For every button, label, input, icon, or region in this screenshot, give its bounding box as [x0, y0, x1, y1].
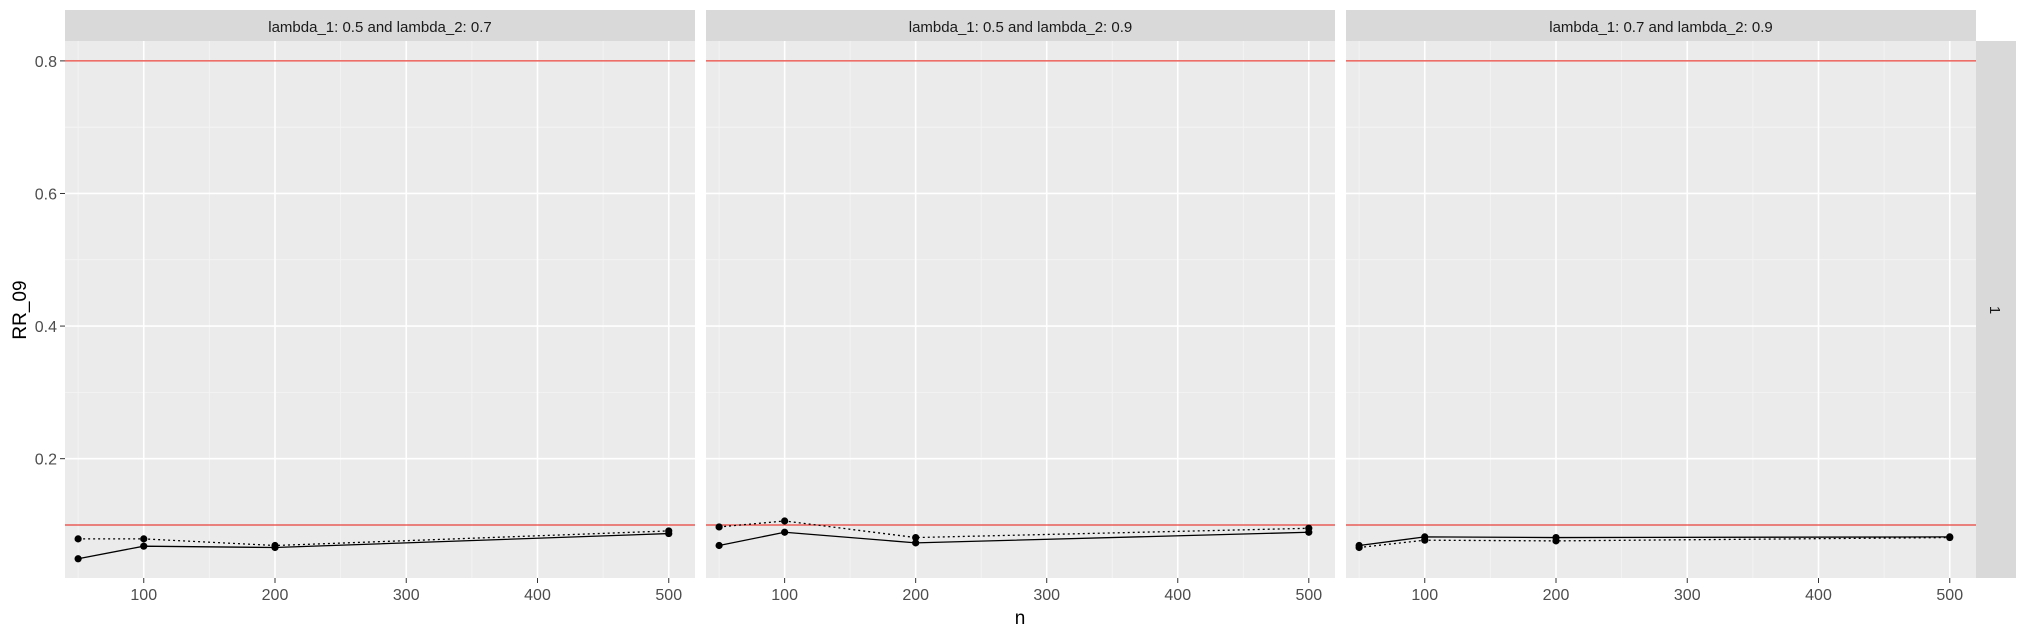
y-axis-title: RR_09: [10, 280, 31, 339]
y-tick-label: 0.6: [35, 186, 57, 203]
data-point: [140, 535, 148, 543]
facet-strip: [706, 10, 1335, 41]
x-tick-label: 200: [902, 587, 929, 604]
x-tick-label: 100: [1411, 587, 1438, 604]
panel-background: [65, 41, 695, 578]
series-line-dotted: [78, 530, 669, 547]
y-tick-label: 0.4: [35, 319, 57, 336]
x-axis-title: n: [1015, 608, 1026, 629]
data-point: [140, 542, 148, 550]
x-tick-label: 100: [130, 587, 157, 604]
data-point: [1552, 537, 1560, 545]
row-strip-label: 1: [1986, 306, 2003, 314]
data-point: [665, 527, 673, 535]
facet-strip: [1346, 10, 1976, 41]
data-point: [1946, 533, 1954, 542]
x-tick-label: 200: [262, 587, 289, 604]
row-strip: [1976, 41, 2016, 578]
x-tick-label: 300: [393, 587, 420, 604]
facet-strip: [65, 10, 695, 41]
data-point: [781, 517, 789, 525]
x-tick-label: 200: [1543, 587, 1570, 604]
data-point: [1305, 524, 1313, 532]
x-tick-label: 400: [1164, 587, 1191, 604]
data-point: [271, 541, 279, 550]
facet-title: lambda_1: 0.5 and lambda_2: 0.7: [268, 19, 492, 36]
data-point: [715, 523, 723, 531]
data-point: [912, 533, 920, 542]
series-line-solid: [1359, 536, 1950, 547]
facet-title: lambda_1: 0.5 and lambda_2: 0.9: [909, 19, 1133, 36]
data-point: [74, 555, 82, 563]
x-tick-label: 500: [655, 587, 682, 604]
data-point: [912, 539, 920, 547]
series-line-solid: [78, 532, 669, 560]
x-tick-label: 500: [1295, 587, 1322, 604]
panel-background: [1346, 41, 1976, 578]
x-tick-label: 300: [1033, 587, 1060, 604]
x-tick-label: 300: [1674, 587, 1701, 604]
x-tick-label: 100: [771, 587, 798, 604]
data-point: [715, 541, 723, 550]
data-point: [1421, 536, 1429, 544]
y-tick-label: 0.2: [35, 452, 57, 469]
facet-title: lambda_1: 0.7 and lambda_2: 0.9: [1549, 19, 1773, 36]
panel-background: [706, 41, 1335, 578]
data-point: [781, 528, 789, 536]
x-tick-label: 500: [1936, 587, 1963, 604]
y-tick-label: 0.8: [35, 54, 57, 71]
series-line-dotted: [719, 520, 1309, 539]
series-line-solid: [718, 531, 1309, 547]
data-point: [1355, 543, 1363, 552]
x-tick-label: 400: [1805, 587, 1832, 604]
series-line-dotted: [1359, 536, 1950, 549]
x-tick-label: 400: [524, 587, 551, 604]
data-point: [74, 535, 82, 543]
